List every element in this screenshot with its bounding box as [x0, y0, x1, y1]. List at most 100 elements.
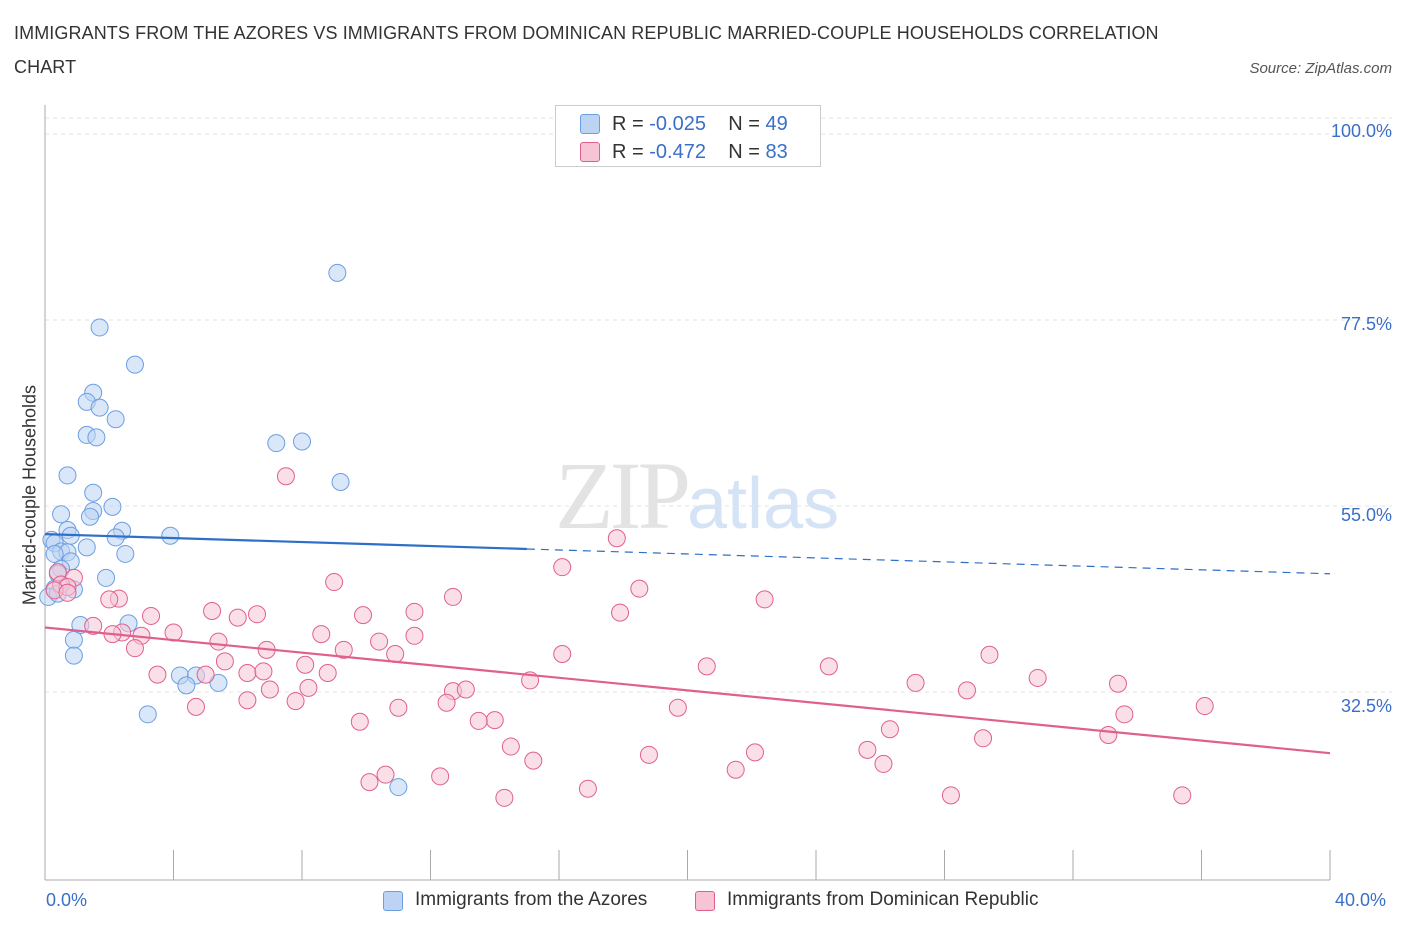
dominican-point — [1195, 697, 1214, 716]
dominican-point — [354, 606, 373, 625]
n-label: N = — [728, 141, 760, 163]
dominican-point — [874, 754, 893, 773]
azores-point — [77, 538, 96, 557]
azores-point — [97, 568, 116, 587]
n-value: 83 — [765, 141, 788, 163]
azores-point — [106, 410, 125, 429]
dominican-point — [325, 573, 344, 592]
dominican-point — [630, 579, 649, 598]
azores-trend-extension — [526, 548, 1331, 575]
dominican-point — [858, 740, 877, 759]
dominican-point — [524, 751, 543, 770]
azores-point — [64, 630, 83, 649]
r-value: -0.472 — [649, 141, 706, 163]
n-value: 49 — [765, 113, 788, 135]
dominican-point — [360, 773, 379, 792]
dominican-point — [906, 673, 925, 692]
watermark-atlas: atlas — [687, 464, 840, 544]
azores-legend-swatch — [383, 891, 403, 911]
stats-legend: R = -0.025 N = 49 R = -0.472 N = 83 — [555, 105, 821, 167]
dominican-point — [697, 657, 716, 676]
y-tick-label: 77.5% — [1340, 314, 1392, 334]
dominican-point — [389, 698, 408, 717]
dominican-point — [142, 606, 161, 625]
dominican-point — [386, 644, 405, 663]
dominican-point — [350, 712, 369, 731]
dominican-point — [1028, 668, 1047, 687]
dominican-point — [334, 640, 353, 659]
dominican-point — [819, 657, 838, 676]
dominican-point — [553, 558, 572, 577]
dominican-point — [405, 602, 424, 621]
azores-point — [90, 398, 109, 417]
dominican-point — [296, 655, 315, 674]
dominican-point — [431, 767, 450, 786]
dominican-point — [215, 652, 234, 671]
azores-point — [58, 466, 77, 485]
y-tick-label: 100.0% — [1330, 121, 1392, 141]
dominican-trend-line — [44, 626, 1331, 755]
dominican-point — [1173, 786, 1192, 805]
dominican-point — [370, 632, 389, 651]
r-label: R = — [612, 113, 644, 135]
dominican-point — [437, 693, 456, 712]
dominican-point — [553, 644, 572, 663]
dominican-point — [607, 529, 626, 548]
x-tick-label: 0.0% — [46, 890, 88, 910]
watermark-zip: ZIP — [555, 442, 691, 549]
azores-point — [328, 263, 347, 282]
azores-point — [84, 483, 103, 502]
n-label: N = — [728, 113, 760, 135]
dominican-point — [1108, 674, 1127, 693]
dominican-point — [1099, 725, 1118, 744]
dominican-point — [443, 587, 462, 606]
dominican-point — [639, 745, 658, 764]
dominican-point — [186, 697, 205, 716]
dominican-point — [312, 625, 331, 644]
dominican-point — [58, 583, 77, 602]
dominican-point — [228, 608, 247, 627]
dominican-point — [238, 691, 257, 710]
azores-point — [90, 318, 109, 337]
azores-point — [138, 705, 157, 724]
azores-point — [52, 505, 71, 524]
dominican-point — [260, 680, 279, 699]
x-tick-label: 40.0% — [1335, 890, 1387, 910]
azores-legend-label: Immigrants from the Azores — [415, 889, 648, 910]
dominican-point — [376, 765, 395, 784]
azores-point — [293, 432, 311, 451]
dominican-point — [668, 698, 687, 717]
r-value: -0.025 — [649, 113, 706, 135]
watermark: ZIPatlas — [555, 440, 839, 551]
dominican-point — [1115, 705, 1134, 724]
dominican-legend-label: Immigrants from Dominican Republic — [727, 889, 1039, 910]
dominican-point — [957, 681, 976, 700]
azores-trend-line — [44, 533, 527, 551]
azores-swatch — [580, 114, 600, 134]
dominican-point — [276, 467, 295, 486]
dominican-point — [209, 632, 228, 651]
dominican-point — [148, 665, 167, 684]
azores-point — [161, 526, 180, 545]
dominican-point — [84, 616, 103, 635]
dominican-point — [745, 743, 764, 762]
azores-point — [45, 544, 64, 563]
dominican-point — [755, 590, 774, 609]
azores-point — [209, 673, 228, 692]
dominican-point — [203, 601, 222, 620]
dominican-point — [941, 786, 960, 805]
azores-point — [177, 676, 196, 695]
dominican-point — [578, 779, 597, 798]
azores-point — [267, 434, 286, 453]
dominican-point — [299, 678, 318, 697]
dominican-legend-swatch — [695, 891, 715, 911]
azores-point — [64, 646, 83, 665]
chart-title: IMMIGRANTS FROM THE AZORES VS IMMIGRANTS… — [14, 23, 1159, 77]
dominican-point — [880, 720, 899, 739]
dominican-point — [125, 639, 144, 658]
dominican-swatch — [580, 142, 600, 162]
azores-point — [125, 355, 144, 374]
dominican-point — [196, 665, 215, 684]
source-note: Source: ZipAtlas.com — [1249, 60, 1392, 77]
dominican-point — [495, 788, 514, 807]
